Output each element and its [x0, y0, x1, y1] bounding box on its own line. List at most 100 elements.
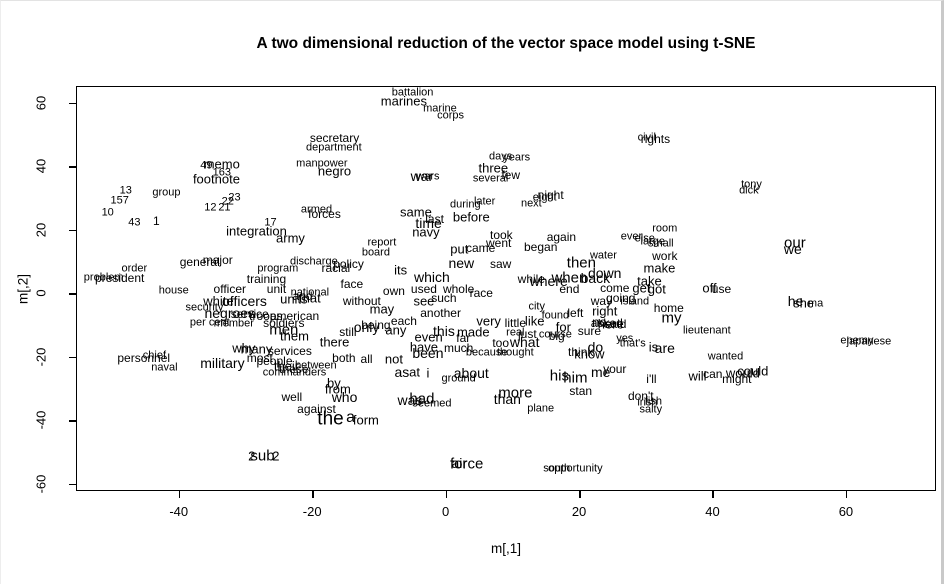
word-label-2: 2: [248, 448, 256, 464]
word-label-17: 17: [264, 216, 277, 229]
word-label-found: found: [541, 309, 570, 322]
word-label-what: what: [509, 334, 540, 351]
word-label-american: american: [269, 309, 320, 324]
word-label-secretary: secretary: [309, 131, 360, 146]
word-label-training: training: [246, 272, 287, 287]
word-label-been: been: [412, 345, 444, 362]
word-label-south: south: [543, 462, 571, 474]
word-label-left: left: [567, 306, 584, 321]
word-label-get: get: [632, 280, 651, 296]
y-tick-label: 40: [33, 159, 49, 174]
word-label-this: this: [433, 323, 455, 340]
plot-title: A two dimensional reduction of the vecto…: [256, 35, 756, 52]
x-axis-label: m[,1]: [490, 541, 521, 556]
word-label-new: new: [448, 255, 475, 272]
word-label-sub: sub: [250, 447, 275, 465]
word-label-lieutenant: lieutenant: [682, 324, 731, 337]
word-label-23: 23: [228, 191, 241, 204]
word-label-1: 1: [153, 214, 160, 229]
word-label-do: do: [587, 339, 604, 356]
x-tick-mark: [579, 491, 581, 498]
word-label-that: that: [299, 290, 321, 306]
word-label-most: most: [246, 351, 273, 366]
word-label-race: race: [469, 286, 493, 301]
word-label-she: she: [793, 295, 815, 311]
word-label-board: board: [361, 246, 390, 259]
word-label-island: island: [620, 295, 650, 308]
word-label-policy: policy: [333, 257, 364, 272]
word-label-people: people: [256, 354, 293, 369]
word-label-white: white: [203, 293, 234, 309]
word-label-very: very: [476, 313, 501, 329]
word-label-time: time: [415, 215, 442, 232]
word-label-asked: asked: [590, 316, 623, 331]
word-label-said: said: [604, 317, 627, 332]
word-label-same: same: [400, 204, 432, 220]
word-label-for: for: [555, 319, 571, 335]
word-label-12: 12: [204, 201, 217, 214]
word-label-he: he: [787, 293, 804, 310]
word-label-13: 13: [119, 184, 132, 197]
word-label-real: real: [506, 326, 525, 339]
word-label-racial: racial: [321, 261, 351, 276]
word-label-order: order: [121, 262, 148, 275]
word-label-national: national: [290, 286, 330, 299]
word-label-because: because: [465, 346, 508, 359]
word-label-way: way: [590, 294, 613, 309]
word-label-157: 157: [110, 194, 129, 207]
word-label-from: from: [324, 381, 351, 397]
word-label-problem: problem: [83, 271, 124, 284]
word-label-stan: stan: [569, 384, 593, 399]
word-label-discharge: discharge: [289, 255, 338, 268]
word-label-eight: eight: [532, 191, 557, 204]
word-label-going: going: [606, 291, 636, 306]
word-label-end: end: [559, 282, 580, 297]
word-label-president: president: [95, 271, 145, 286]
word-label-corps: corps: [437, 109, 465, 122]
word-label-men: men: [269, 321, 299, 339]
word-label-memo: memo: [203, 156, 240, 172]
word-label-why: why: [232, 340, 256, 356]
word-label-think: think: [568, 345, 594, 360]
word-label-personnel: personnel: [117, 351, 171, 366]
word-label-little: little: [504, 316, 526, 331]
word-label-group: group: [152, 186, 181, 199]
word-label-began: began: [524, 240, 558, 255]
word-label-commanders: commanders: [262, 366, 327, 379]
word-label-yes: yes: [616, 332, 634, 345]
word-label-here: here: [597, 316, 624, 332]
word-label-had: had: [409, 390, 435, 408]
y-tick-mark: [69, 102, 76, 105]
word-label-member: member: [213, 317, 254, 330]
word-label-thought: thought: [496, 346, 534, 359]
y-tick-label: -40: [33, 410, 49, 430]
word-label-the: the: [317, 408, 344, 430]
word-label-wars: wars: [416, 170, 440, 183]
word-label-security: security: [185, 301, 224, 314]
y-tick-mark: [69, 356, 76, 359]
word-label-several: several: [472, 172, 509, 185]
word-label-both: both: [332, 351, 356, 366]
word-label-no: no: [592, 314, 607, 330]
word-label-home: home: [653, 301, 684, 316]
word-label-more: more: [498, 384, 533, 402]
word-label-could: could: [737, 363, 769, 379]
word-label-sure: sure: [577, 324, 602, 339]
word-label-i-ll: i'll: [646, 372, 657, 387]
word-label-soldiers: soldiers: [263, 316, 305, 331]
word-label-make: make: [643, 260, 676, 276]
word-label-while: while: [517, 272, 546, 287]
x-tick-mark: [445, 491, 448, 498]
word-label-units: units: [280, 291, 308, 307]
word-label-2: 2: [272, 448, 280, 464]
word-label-a: a: [346, 409, 355, 427]
word-label-rights: rights: [640, 132, 671, 147]
word-label-night: night: [537, 188, 564, 203]
word-label-few: few: [501, 168, 520, 183]
word-label-there: there: [319, 334, 350, 350]
word-label-years: years: [503, 151, 531, 164]
word-label-at: at: [409, 364, 421, 380]
word-label-during: during: [450, 198, 481, 211]
word-label-came: came: [465, 241, 496, 256]
word-label-then: then: [566, 254, 596, 272]
